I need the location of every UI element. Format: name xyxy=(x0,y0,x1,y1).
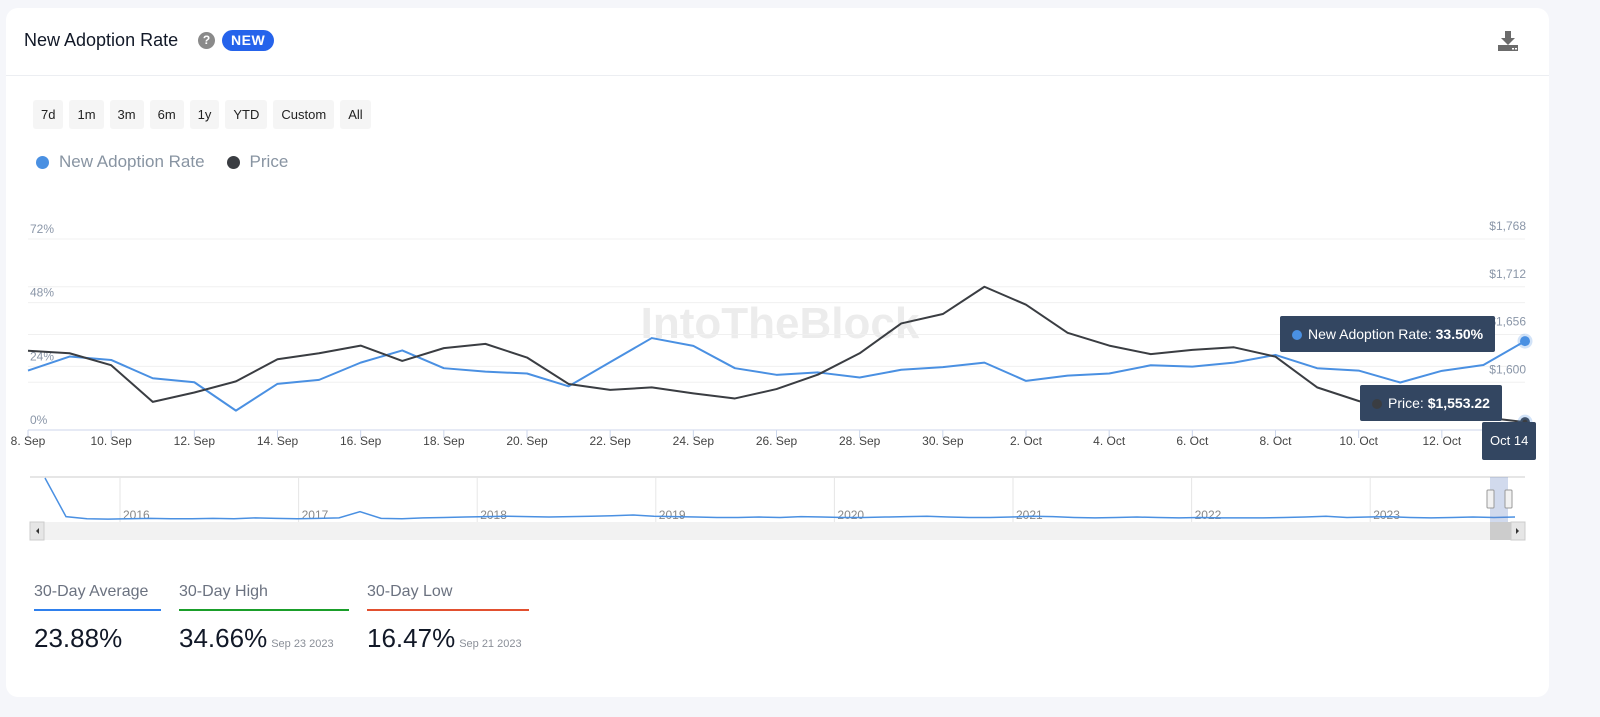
tooltip-label: Price: xyxy=(1388,395,1428,411)
range-ytd[interactable]: YTD xyxy=(225,100,268,129)
stat-high: 30-Day High 34.66% Sep 23 2023 xyxy=(179,583,349,654)
stat-label: 30-Day High xyxy=(179,583,349,611)
tooltip-price: Price: $1,553.22 xyxy=(1360,385,1502,421)
legend-item-price[interactable]: Price xyxy=(226,152,289,172)
arrow-right-icon xyxy=(1516,528,1519,534)
x-tick-label: 24. Sep xyxy=(673,434,715,448)
series-line-price xyxy=(27,285,1526,424)
x-tick-label: 28. Sep xyxy=(839,434,881,448)
tooltip-dot-icon xyxy=(1372,399,1382,409)
stat-date: Sep 21 2023 xyxy=(459,638,522,650)
card-title: New Adoption Rate xyxy=(24,30,179,50)
stat-value: 34.66% xyxy=(179,623,268,653)
navigator-year-label: 2017 xyxy=(302,508,329,522)
stats-row: 30-Day Average 23.88% 30-Day High 34.66%… xyxy=(34,583,529,654)
legend-dot-icon xyxy=(36,155,49,169)
scrollbar-thumb[interactable] xyxy=(1490,522,1511,540)
x-tick-label: 16. Sep xyxy=(340,434,382,448)
range-1y[interactable]: 1y xyxy=(189,100,220,129)
right-axis-tick: $1,600 xyxy=(1489,362,1526,376)
stat-low: 30-Day Low 16.47% Sep 21 2023 xyxy=(367,583,529,654)
navigator-year-label: 2021 xyxy=(1016,508,1043,522)
x-tick-label: 12. Oct xyxy=(1422,434,1461,448)
chart-card: New Adoption Rate ? NEW 7d 1m 3m 6m 1y Y… xyxy=(6,8,1549,697)
new-badge: NEW xyxy=(222,30,275,51)
x-tick-label: 10. Oct xyxy=(1339,434,1378,448)
stat-label: 30-Day Average xyxy=(34,583,161,611)
x-tick-label: 6. Oct xyxy=(1176,434,1209,448)
data-point xyxy=(1517,333,1533,349)
stat-date: Sep 23 2023 xyxy=(271,638,334,650)
navigator-year-label: 2023 xyxy=(1373,508,1400,522)
navigator-year-label: 2022 xyxy=(1195,508,1222,522)
range-6m[interactable]: 6m xyxy=(149,100,184,129)
x-tick-label: 26. Sep xyxy=(756,434,798,448)
x-tick-label: 12. Sep xyxy=(174,434,216,448)
right-axis-tick: $1,712 xyxy=(1489,267,1526,281)
x-tick-label: 4. Oct xyxy=(1093,434,1126,448)
legend-label: Price xyxy=(249,152,289,171)
x-tick-label: 8. Oct xyxy=(1259,434,1292,448)
help-icon[interactable]: ? xyxy=(198,32,215,49)
x-tick-label: 8. Sep xyxy=(11,434,46,448)
stat-label: 30-Day Low xyxy=(367,583,529,611)
tooltip-dot-icon xyxy=(1292,330,1302,340)
download-icon[interactable] xyxy=(1497,30,1519,52)
x-tick-label: 22. Sep xyxy=(589,434,631,448)
x-tick-label: 2. Oct xyxy=(1010,434,1043,448)
range-1m[interactable]: 1m xyxy=(69,100,104,129)
legend: New Adoption Rate Price xyxy=(36,152,288,172)
tooltip-value: $1,553.22 xyxy=(1427,395,1490,411)
navigator-year-label: 2016 xyxy=(123,508,150,522)
x-tick-label: 20. Sep xyxy=(506,434,548,448)
x-tick-label: 10. Sep xyxy=(90,434,132,448)
stat-value: 23.88% xyxy=(34,623,123,653)
range-selector: 7d 1m 3m 6m 1y YTD Custom All xyxy=(33,100,371,129)
navigator-handle-left[interactable] xyxy=(1486,489,1495,509)
navigator-series xyxy=(44,477,1516,520)
left-axis-tick: 48% xyxy=(30,286,54,300)
series-line-new-adoption-rate xyxy=(27,337,1526,412)
right-axis-tick: $1,656 xyxy=(1489,315,1526,329)
legend-dot-icon xyxy=(226,155,240,169)
right-axis-tick: $1,768 xyxy=(1489,219,1526,233)
legend-item-adoption-rate[interactable]: New Adoption Rate xyxy=(36,152,205,172)
navigator-year-label: 2019 xyxy=(659,508,686,522)
arrow-left-icon xyxy=(36,528,39,534)
range-3m[interactable]: 3m xyxy=(109,100,144,129)
watermark: IntoTheBlock xyxy=(641,299,920,348)
tooltip-date: Oct 14 xyxy=(1482,422,1537,460)
range-all[interactable]: All xyxy=(340,100,371,129)
left-axis-tick: 72% xyxy=(30,222,54,236)
left-axis-tick: 0% xyxy=(30,413,48,427)
navigator-year-label: 2018 xyxy=(480,508,507,522)
navigator-scrollbar[interactable] xyxy=(30,522,1525,540)
x-tick-label: 18. Sep xyxy=(423,434,465,448)
range-custom[interactable]: Custom xyxy=(273,100,335,129)
card-header: New Adoption Rate ? NEW xyxy=(6,8,1549,76)
tooltip-value: 33.50% xyxy=(1435,326,1484,342)
navigator-year-label: 2020 xyxy=(837,508,864,522)
stat-value: 16.47% xyxy=(367,623,456,653)
tooltip-adoption-rate: New Adoption Rate: 33.50% xyxy=(1280,316,1496,352)
tooltip-label: New Adoption Rate: xyxy=(1308,326,1436,342)
navigator-handle-right[interactable] xyxy=(1504,489,1513,509)
x-tick-label: 30. Sep xyxy=(922,434,964,448)
stat-average: 30-Day Average 23.88% xyxy=(34,583,161,654)
x-tick-label: 14. Sep xyxy=(257,434,299,448)
range-7d[interactable]: 7d xyxy=(33,100,64,129)
legend-label: New Adoption Rate xyxy=(59,152,205,171)
navigator-selection xyxy=(1490,477,1508,522)
